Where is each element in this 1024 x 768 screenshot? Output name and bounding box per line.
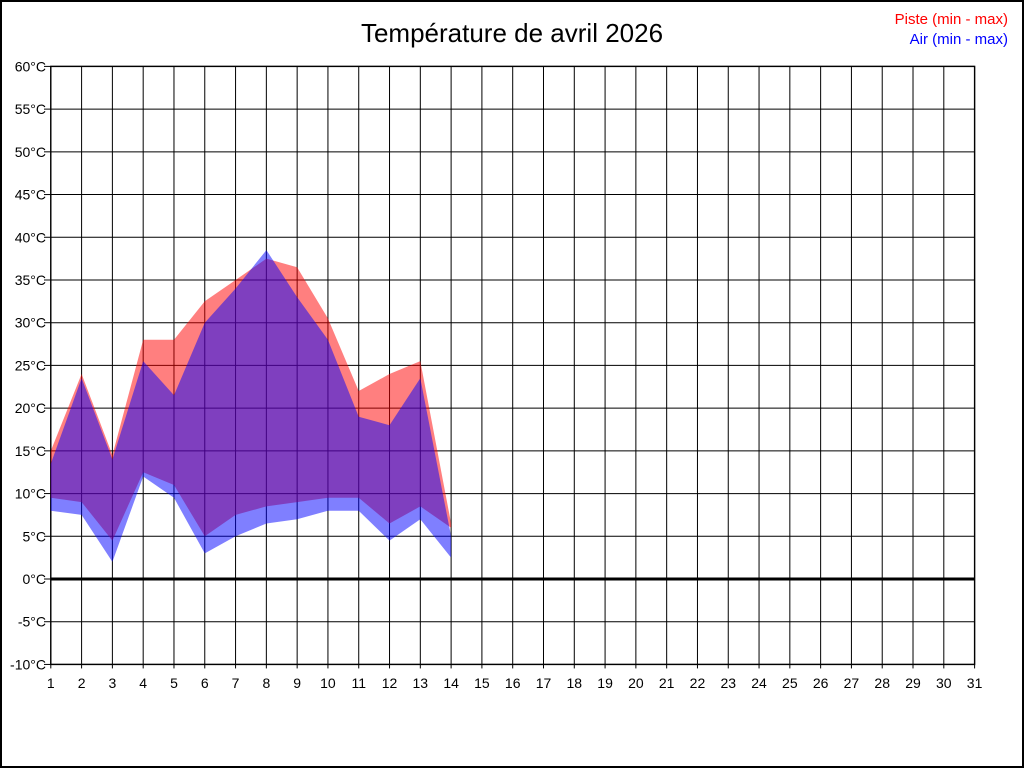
x-tick-label: 9 xyxy=(293,675,301,691)
y-tick-label: 10°C xyxy=(15,486,46,502)
y-tick-label: 55°C xyxy=(15,101,46,117)
y-tick-label: 30°C xyxy=(15,315,46,331)
y-tick-label: 60°C xyxy=(15,58,46,74)
x-tick-label: 17 xyxy=(536,675,552,691)
x-tick-label: 5 xyxy=(170,675,178,691)
y-tick-label: 25°C xyxy=(15,357,46,373)
x-tick-label: 11 xyxy=(351,675,366,691)
x-tick-label: 2 xyxy=(78,675,86,691)
x-tick-label: 15 xyxy=(474,675,490,691)
x-tick-label: 30 xyxy=(936,675,952,691)
y-tick-label: -5°C xyxy=(18,614,46,630)
x-tick-label: 23 xyxy=(720,675,736,691)
x-tick-label: 8 xyxy=(262,675,270,691)
x-tick-label: 14 xyxy=(443,675,459,691)
y-tick-label: 5°C xyxy=(23,528,47,544)
x-tick-label: 24 xyxy=(751,675,767,691)
x-tick-label: 20 xyxy=(628,675,644,691)
x-tick-label: 1 xyxy=(47,675,55,691)
x-tick-label: 19 xyxy=(597,675,613,691)
x-tick-label: 28 xyxy=(874,675,890,691)
x-tick-label: 21 xyxy=(659,675,675,691)
x-tick-label: 10 xyxy=(320,675,336,691)
x-tick-label: 27 xyxy=(844,675,860,691)
y-tick-label: 45°C xyxy=(15,187,46,203)
x-tick-label: 3 xyxy=(108,675,116,691)
y-tick-label: 35°C xyxy=(15,272,46,288)
x-tick-label: 25 xyxy=(782,675,798,691)
x-tick-label: 22 xyxy=(690,675,706,691)
y-tick-label: 20°C xyxy=(15,400,46,416)
x-tick-label: 12 xyxy=(382,675,398,691)
x-tick-label: 31 xyxy=(967,675,983,691)
chart-title: Température de avril 2026 xyxy=(360,18,664,48)
legend-item-piste: Piste (min - max) xyxy=(894,11,1008,28)
y-tick-label: 50°C xyxy=(15,144,46,160)
air-minmax-band xyxy=(50,250,452,562)
x-tick-label: 4 xyxy=(139,675,147,691)
x-tick-label: 6 xyxy=(201,675,209,691)
x-tick-label: 18 xyxy=(566,675,582,691)
x-tick-label: 13 xyxy=(413,675,429,691)
chart-legend: Piste (min - max) Air (min - max) xyxy=(895,10,1008,50)
legend-item-air: Air (min - max) xyxy=(909,31,1008,48)
x-tick-label: 29 xyxy=(905,675,921,691)
y-tick-label: 15°C xyxy=(15,443,46,459)
y-tick-label: 40°C xyxy=(15,229,46,245)
x-tick-label: 26 xyxy=(813,675,829,691)
y-tick-label: 0°C xyxy=(23,571,47,587)
y-tick-label: -10°C xyxy=(10,656,46,672)
x-tick-label: 7 xyxy=(232,675,240,691)
x-tick-label: 16 xyxy=(505,675,521,691)
